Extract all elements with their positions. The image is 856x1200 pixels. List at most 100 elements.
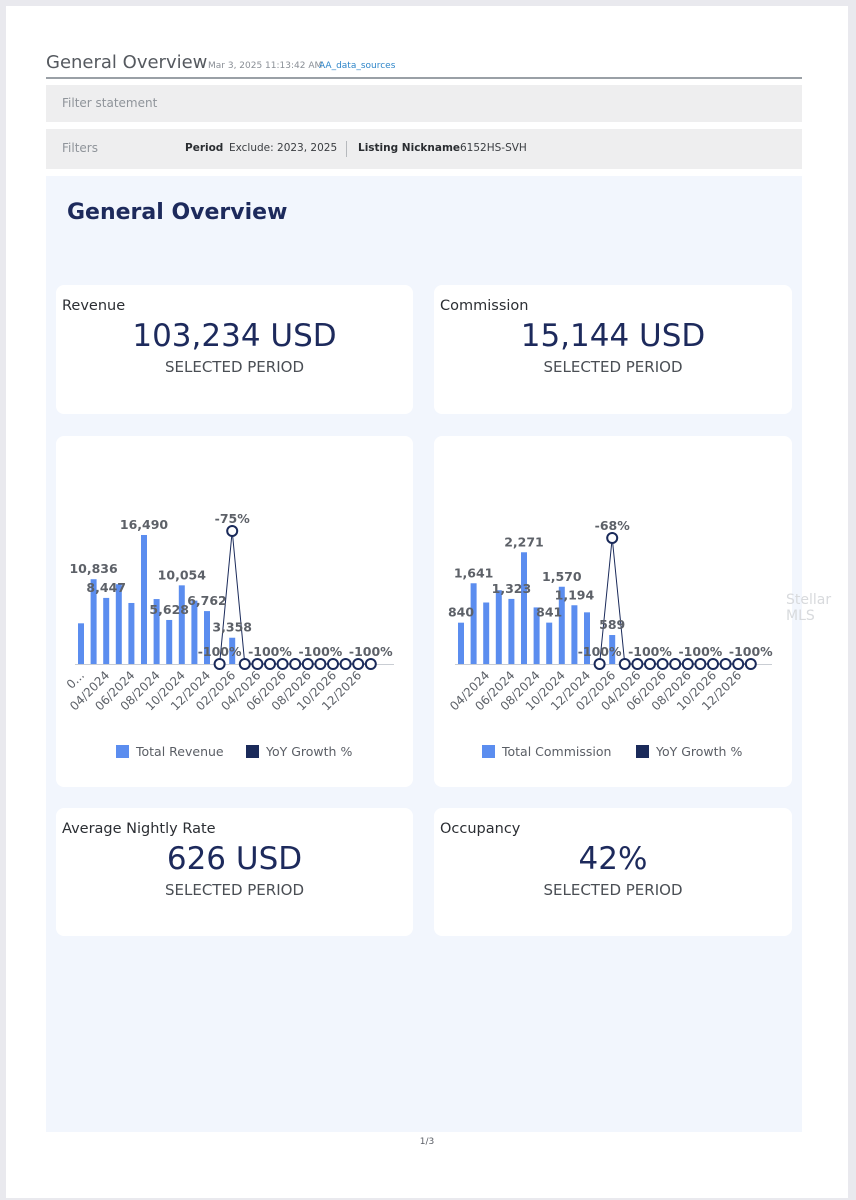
commission-period: SELECTED PERIOD — [543, 358, 683, 376]
bar-data-label: 5,628 — [149, 602, 189, 617]
legend-swatch-bar — [482, 745, 495, 758]
filter-listing-value: 6152HS-SVH — [460, 142, 527, 154]
yoy-point[interactable] — [251, 658, 264, 670]
data-source-link[interactable]: AA_data_sources — [319, 61, 396, 71]
bar[interactable] — [141, 534, 147, 664]
bar-data-label: 841 — [536, 605, 562, 620]
legend-total-commission[interactable]: Total Commission — [482, 744, 611, 759]
bar[interactable] — [191, 600, 198, 664]
bar[interactable] — [483, 602, 490, 665]
bar-data-label: 840 — [448, 605, 474, 620]
yoy-point[interactable] — [238, 658, 251, 670]
yoy-point[interactable] — [314, 658, 327, 670]
bar[interactable] — [521, 552, 527, 664]
bar[interactable] — [609, 635, 616, 664]
yoy-point[interactable] — [732, 658, 745, 670]
yoy-point[interactable] — [694, 658, 707, 670]
overview-panel: General Overview Revenue 103,234 USD SEL… — [46, 176, 802, 1132]
yoy-point[interactable] — [213, 658, 226, 670]
bar[interactable] — [584, 612, 590, 664]
bar-data-label: 1,570 — [542, 569, 582, 584]
legend-yoy-growth[interactable]: YoY Growth % — [636, 744, 742, 759]
legend-swatch-line — [636, 745, 649, 758]
yoy-point[interactable] — [327, 658, 339, 670]
bar[interactable] — [495, 590, 502, 664]
bar[interactable] — [153, 599, 160, 664]
occupancy-label: Occupancy — [440, 821, 521, 837]
report-header: General Overview Mar 3, 2025 11:13:42 AM… — [46, 52, 802, 78]
filter-separator — [346, 141, 347, 157]
bar-data-label: 1,641 — [454, 565, 494, 580]
legend-total-revenue[interactable]: Total Revenue — [116, 744, 224, 759]
growth-data-label: -75% — [215, 511, 251, 526]
nightly-rate-card: Average Nightly Rate 626 USD SELECTED PE… — [56, 808, 413, 936]
bar[interactable] — [78, 623, 84, 664]
report-timestamp: Mar 3, 2025 11:13:42 AM — [208, 61, 323, 71]
yoy-point[interactable] — [631, 658, 644, 670]
growth-data-label: -100% — [578, 644, 622, 659]
filters-label: Filters — [62, 141, 98, 155]
legend-total-revenue-label: Total Revenue — [136, 744, 224, 759]
yoy-point[interactable] — [656, 658, 669, 670]
occupancy-period: SELECTED PERIOD — [543, 881, 683, 899]
yoy-point[interactable] — [719, 658, 732, 670]
commission-value: 15,144 USD — [520, 318, 706, 354]
yoy-point[interactable] — [289, 658, 302, 670]
commission-chart-card: 840 1,641 1,323 2,271 841 1,570 1,194 589 -100% -… — [434, 436, 792, 787]
yoy-point[interactable] — [264, 658, 276, 670]
yoy-point[interactable] — [593, 658, 606, 670]
legend-yoy-growth[interactable]: YoY Growth % — [246, 744, 352, 759]
yoy-point[interactable] — [301, 658, 314, 670]
bar[interactable] — [229, 637, 236, 664]
bar[interactable] — [90, 579, 97, 664]
page-number: 1/3 — [419, 1137, 435, 1147]
bar[interactable] — [546, 622, 553, 664]
bar-data-label: 8,447 — [86, 580, 126, 595]
legend-total-commission-label: Total Commission — [502, 744, 612, 759]
bar[interactable] — [166, 619, 173, 664]
bar[interactable] — [204, 611, 210, 664]
yoy-point[interactable] — [744, 658, 757, 670]
legend-swatch-line — [246, 745, 259, 758]
growth-data-label: -100% — [729, 644, 773, 659]
filter-statement-bar[interactable]: Filter statement — [46, 85, 802, 122]
bar[interactable] — [533, 607, 540, 664]
bar-data-label: 2,271 — [504, 534, 544, 549]
yoy-point[interactable] — [352, 658, 365, 670]
watermark: Stellar MLS — [786, 592, 832, 624]
yoy-point[interactable] — [339, 658, 352, 670]
legend-swatch-bar — [116, 745, 129, 758]
bar-data-label: 589 — [599, 617, 625, 632]
bar[interactable] — [508, 598, 515, 664]
growth-data-label: -100% — [349, 644, 393, 659]
bar[interactable] — [178, 585, 185, 664]
nightly-rate-period: SELECTED PERIOD — [165, 881, 304, 899]
growth-data-label: -100% — [628, 644, 672, 659]
yoy-point[interactable] — [669, 658, 682, 670]
bar[interactable] — [128, 602, 135, 664]
bar[interactable] — [558, 586, 565, 664]
yoy-point[interactable] — [606, 532, 619, 544]
yoy-point[interactable] — [226, 525, 239, 537]
bar-data-label: 1,194 — [555, 587, 595, 602]
yoy-point[interactable] — [364, 658, 377, 670]
yoy-point[interactable] — [644, 658, 656, 670]
filter-listing-key: Listing Nickname — [358, 142, 461, 154]
revenue-label: Revenue — [62, 298, 126, 314]
growth-data-label: -100% — [298, 644, 342, 659]
bar-data-label: 10,836 — [69, 561, 118, 576]
bar[interactable] — [571, 605, 578, 664]
yoy-point[interactable] — [618, 658, 631, 670]
yoy-point[interactable] — [276, 658, 289, 670]
bar[interactable] — [458, 622, 464, 664]
bar-data-label: 6,762 — [187, 593, 227, 608]
yoy-point[interactable] — [681, 658, 694, 670]
growth-data-label: -100% — [678, 644, 722, 659]
commission-label: Commission — [440, 298, 529, 314]
bar[interactable] — [103, 597, 110, 664]
occupancy-card: Occupancy 42% SELECTED PERIOD — [434, 808, 792, 936]
growth-data-label: -68% — [595, 518, 631, 533]
yoy-point[interactable] — [707, 658, 719, 670]
bar[interactable] — [470, 583, 477, 664]
bar[interactable] — [115, 584, 122, 664]
